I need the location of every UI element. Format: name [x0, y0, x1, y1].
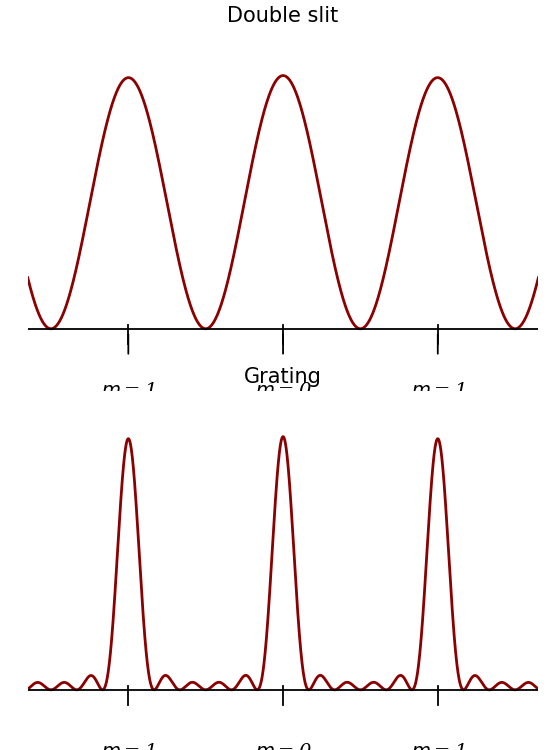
Text: $m$ = 0: $m$ = 0: [255, 742, 311, 750]
Text: $m$ = 1: $m$ = 1: [102, 742, 155, 750]
Text: (a): (a): [270, 425, 296, 443]
Title: Grating: Grating: [244, 367, 322, 387]
Text: $m$ = 1: $m$ = 1: [102, 382, 155, 400]
Text: $m$ = 1: $m$ = 1: [411, 742, 465, 750]
Text: $m$ = 0: $m$ = 0: [255, 382, 311, 400]
Title: Double slit: Double slit: [228, 6, 339, 26]
Text: $m$ = 1: $m$ = 1: [411, 382, 465, 400]
